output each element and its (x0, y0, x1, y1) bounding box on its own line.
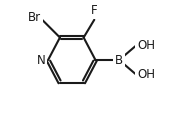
Text: OH: OH (137, 39, 155, 52)
Text: OH: OH (137, 68, 155, 81)
Text: Br: Br (28, 11, 41, 24)
Text: B: B (115, 54, 123, 66)
Text: N: N (37, 54, 46, 66)
Text: F: F (91, 4, 98, 17)
